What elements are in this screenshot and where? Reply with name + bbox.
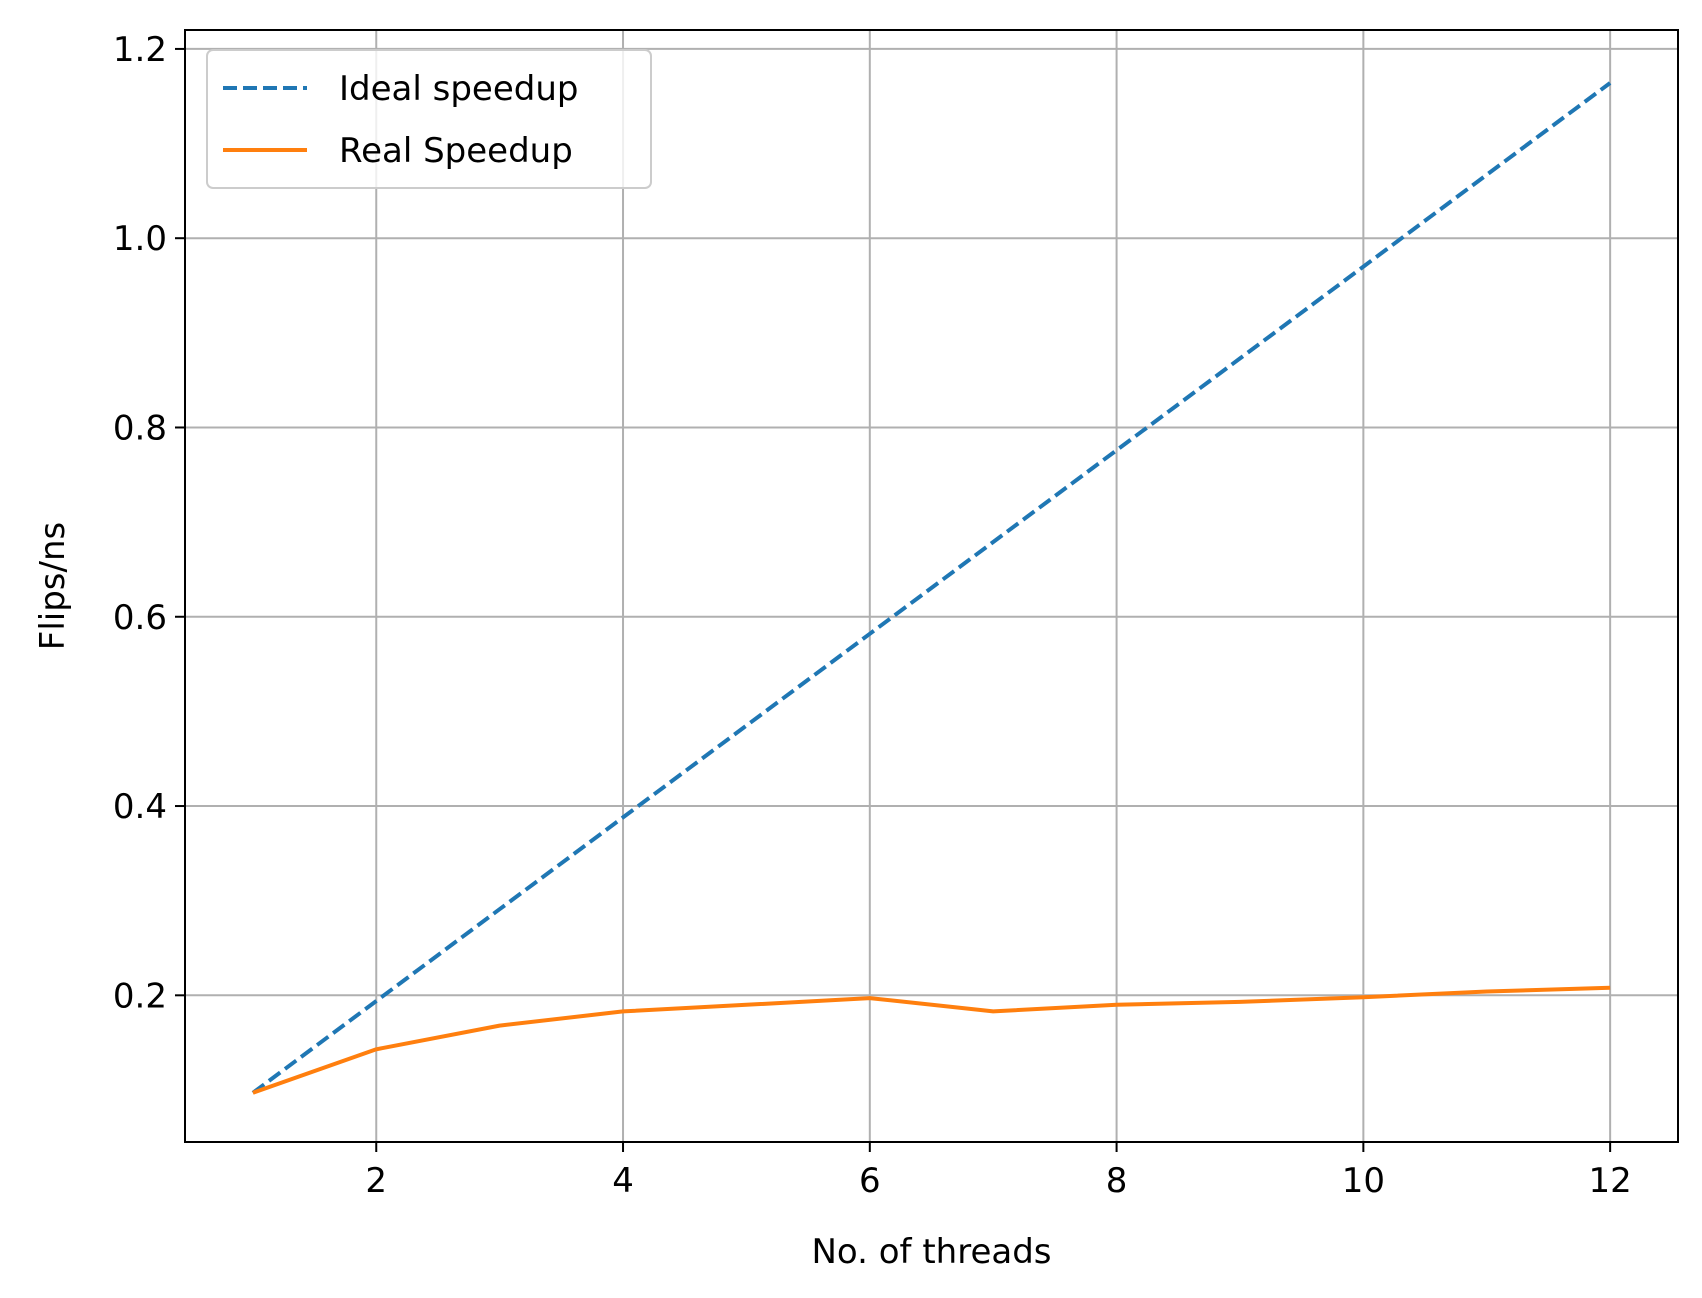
legend-label: Real Speedup (339, 131, 573, 171)
x-tick-label: 4 (612, 1161, 634, 1201)
legend: Ideal speedup Real Speedup (206, 49, 652, 189)
series-line-real-speedup (252, 985, 1611, 1095)
series-line-ideal-speedup (251, 81, 1612, 1095)
grid-lines (185, 30, 1678, 1142)
y-tick-label: 0.4 (113, 787, 167, 827)
x-tick-label: 8 (1106, 1161, 1128, 1201)
series-lines (251, 81, 1612, 1095)
axis-ticks: 2 4 6 8 10 12 0.2 0.4 0.6 0.8 1.0 1.2 (113, 30, 1632, 1201)
y-axis-label: Flips/ns (33, 522, 73, 650)
y-tick-label: 1.2 (113, 30, 167, 70)
x-tick-label: 12 (1589, 1161, 1632, 1201)
y-tick-label: 0.8 (113, 408, 167, 448)
legend-box (206, 49, 652, 189)
x-tick-label: 6 (859, 1161, 881, 1201)
x-axis-label: No. of threads (812, 1232, 1052, 1272)
y-tick-label: 1.0 (113, 219, 167, 259)
y-tick-label: 0.2 (113, 976, 167, 1016)
plot-frame (184, 29, 1679, 1143)
x-tick-label: 2 (365, 1161, 387, 1201)
legend-label: Ideal speedup (339, 69, 578, 109)
x-tick-label: 10 (1342, 1161, 1385, 1201)
y-tick-label: 0.6 (113, 598, 167, 638)
